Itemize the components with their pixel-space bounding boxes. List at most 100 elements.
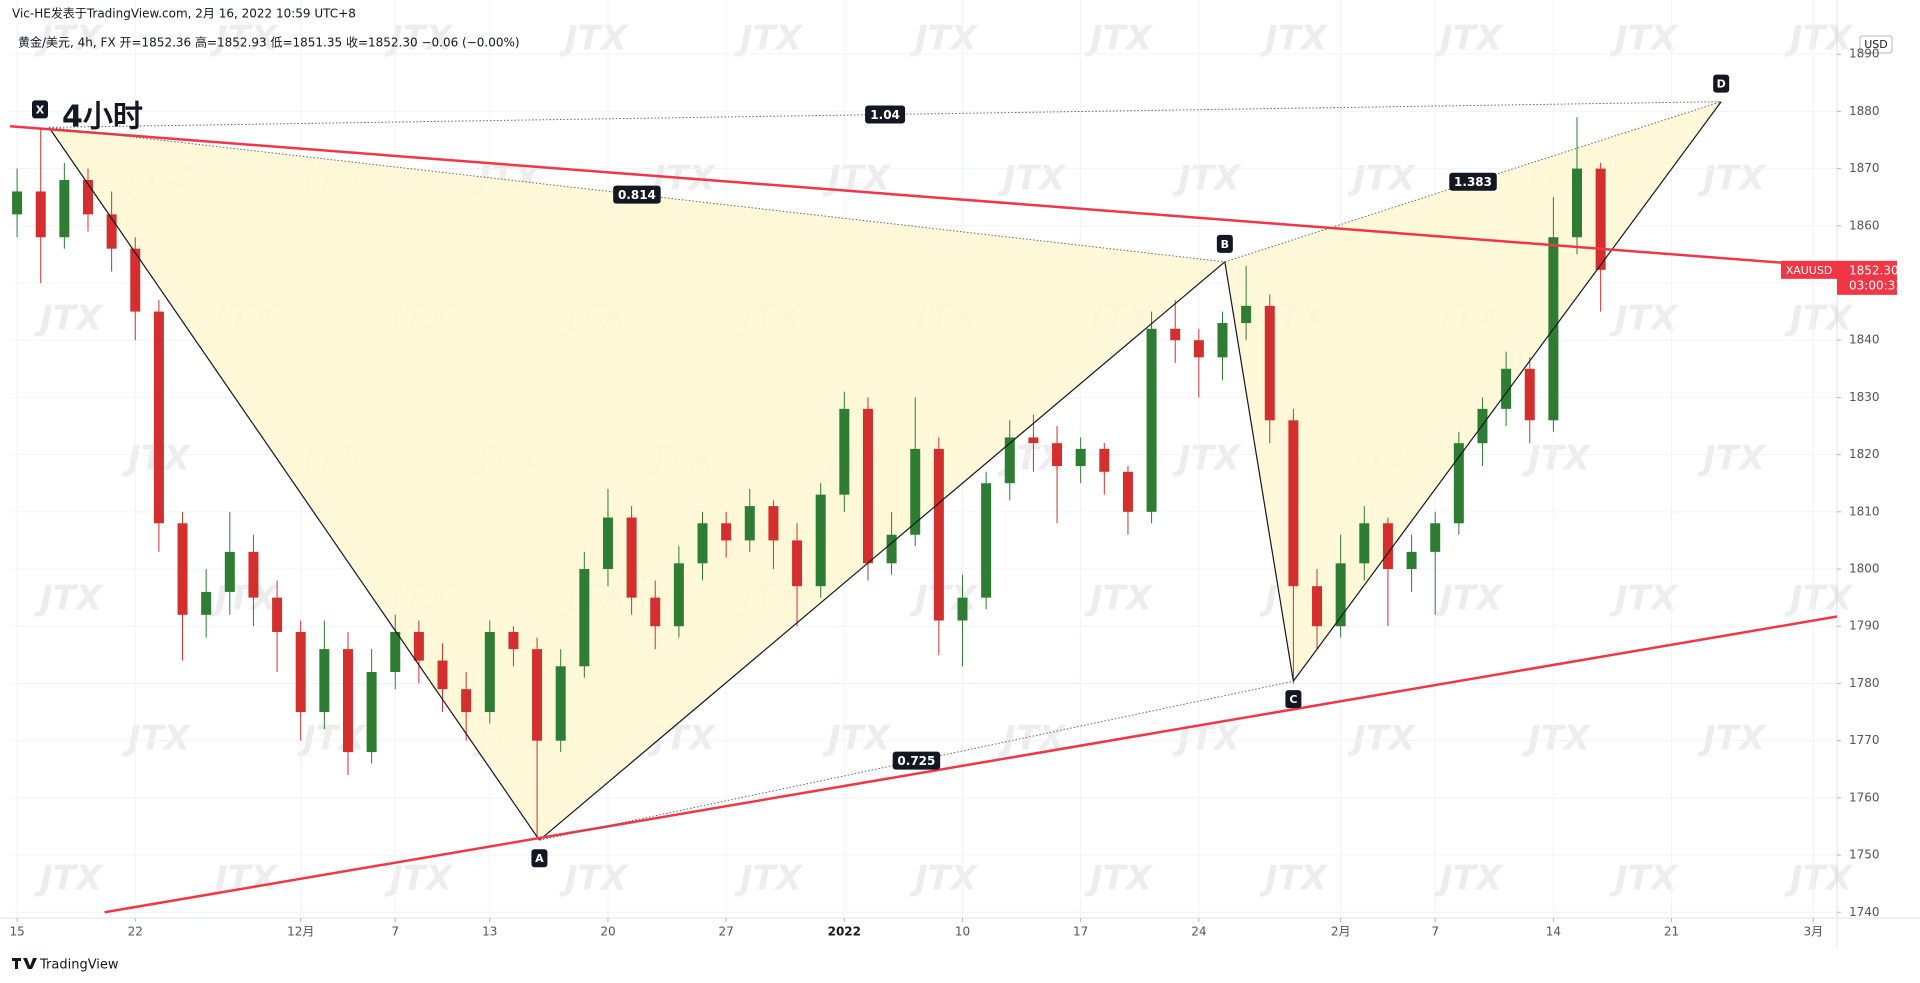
x-tick-label: 7 <box>391 925 399 939</box>
watermark: JTX <box>122 719 192 759</box>
x-tick-label: 21 <box>1664 925 1679 939</box>
candle-body <box>1453 443 1464 524</box>
candle-body <box>886 534 897 564</box>
point-box <box>531 849 548 868</box>
watermark: JTX <box>1784 19 1854 59</box>
ratio-label: 0.814 <box>618 188 656 202</box>
watermark: JTX <box>1084 19 1154 59</box>
ratio-connector <box>48 101 1722 128</box>
ratio-connector <box>1224 101 1722 263</box>
watermark: JTX <box>1522 719 1592 759</box>
candle-body <box>815 494 826 587</box>
watermark: JTX <box>34 19 104 59</box>
watermark: JTX <box>997 159 1067 199</box>
watermark: JTX <box>1259 859 1329 899</box>
candle-body <box>744 506 755 541</box>
candle-body <box>555 666 566 741</box>
candle-body <box>957 597 968 621</box>
ratio-label: 1.04 <box>870 108 900 122</box>
candle-body <box>673 563 684 627</box>
watermark: JTX <box>559 19 629 59</box>
x-tick-label: 2月 <box>1331 925 1351 939</box>
trendline <box>104 615 1837 914</box>
candle-body <box>768 506 779 541</box>
plot-layer: JTX JTX JTX JTX JTX JTX JTX JTX JTX JTX JTX JTX JTX J… <box>10 0 1854 922</box>
ratio-box <box>613 185 661 204</box>
ratio-box <box>892 751 941 770</box>
candle-body <box>201 591 212 615</box>
candle-body <box>1264 305 1275 421</box>
watermark: JTX <box>909 19 979 59</box>
watermark: JTX <box>1609 19 1679 59</box>
candle-body <box>1099 448 1110 472</box>
point-box <box>1216 234 1233 253</box>
ratio-label: 1.383 <box>1454 175 1492 189</box>
candle-body <box>130 248 141 312</box>
watermark: JTX <box>997 719 1067 759</box>
watermark: JTX <box>909 859 979 899</box>
candle-body <box>1288 420 1299 587</box>
watermark: JTX <box>1697 159 1767 199</box>
candle-body <box>1359 523 1370 564</box>
symbol-box <box>1781 260 1837 279</box>
watermark: JTX <box>34 859 104 899</box>
candle-body <box>1430 523 1441 552</box>
candle-body <box>981 483 992 598</box>
watermark: JTX <box>1609 859 1679 899</box>
watermark: JTX <box>1522 439 1592 479</box>
watermark: JTX <box>1784 859 1854 899</box>
candle-body <box>319 649 330 713</box>
watermark: JTX <box>1347 159 1417 199</box>
candle-body <box>1241 305 1252 324</box>
candle-body <box>839 408 850 495</box>
candle-body <box>933 448 944 621</box>
watermark: JTX <box>1609 579 1679 619</box>
candle-body <box>862 408 873 564</box>
candle-body <box>248 551 259 598</box>
candle-body <box>295 631 306 713</box>
y-tick-label: 1890 <box>1849 47 1880 61</box>
price-box <box>1837 260 1897 295</box>
author-line: Vic-HE发表于TradingView.com, 2月 16, 2022 10… <box>12 6 356 21</box>
y-tick-label: 1860 <box>1849 218 1880 232</box>
x-tick-label: 10 <box>955 925 970 939</box>
x-tick-label: 20 <box>600 925 615 939</box>
x-tick-label: 17 <box>1073 925 1088 939</box>
candle-body <box>484 631 495 713</box>
watermark: JTX <box>384 859 454 899</box>
candle-body <box>1193 340 1204 358</box>
candle-body <box>12 191 23 215</box>
pattern-leg <box>48 127 540 841</box>
y-tick-label: 1870 <box>1849 161 1880 175</box>
watermark: JTX <box>34 579 104 619</box>
y-tick-label: 1740 <box>1849 905 1880 919</box>
pattern-leg <box>1292 101 1722 682</box>
candle-body <box>413 631 424 661</box>
candle-body <box>508 631 519 650</box>
y-tick-label: 1760 <box>1849 790 1880 804</box>
candle-body <box>792 540 803 587</box>
candle-body <box>82 180 93 215</box>
ratio-box <box>865 105 906 124</box>
watermark: JTX <box>297 719 367 759</box>
candle-body <box>602 517 613 570</box>
watermark: JTX <box>1784 299 1854 339</box>
y-tick-label: 1840 <box>1849 333 1880 347</box>
currency-box[interactable] <box>1859 35 1893 54</box>
candle-body <box>1146 328 1157 512</box>
watermark: JTX <box>34 299 104 339</box>
plot-area <box>10 101 1837 914</box>
candle-body <box>1052 443 1063 467</box>
watermark: JTX <box>1697 719 1767 759</box>
ratio-label: 0.725 <box>897 754 935 768</box>
candle-body <box>1075 448 1086 467</box>
watermark: JTX <box>1784 579 1854 619</box>
candle-body <box>437 660 448 690</box>
y-tick-label: 1820 <box>1849 447 1880 461</box>
footer-logo: TradingView <box>39 958 119 973</box>
candle-body <box>1335 563 1346 627</box>
watermark: JTX <box>209 19 279 59</box>
currency[interactable]: USD <box>1864 38 1888 51</box>
